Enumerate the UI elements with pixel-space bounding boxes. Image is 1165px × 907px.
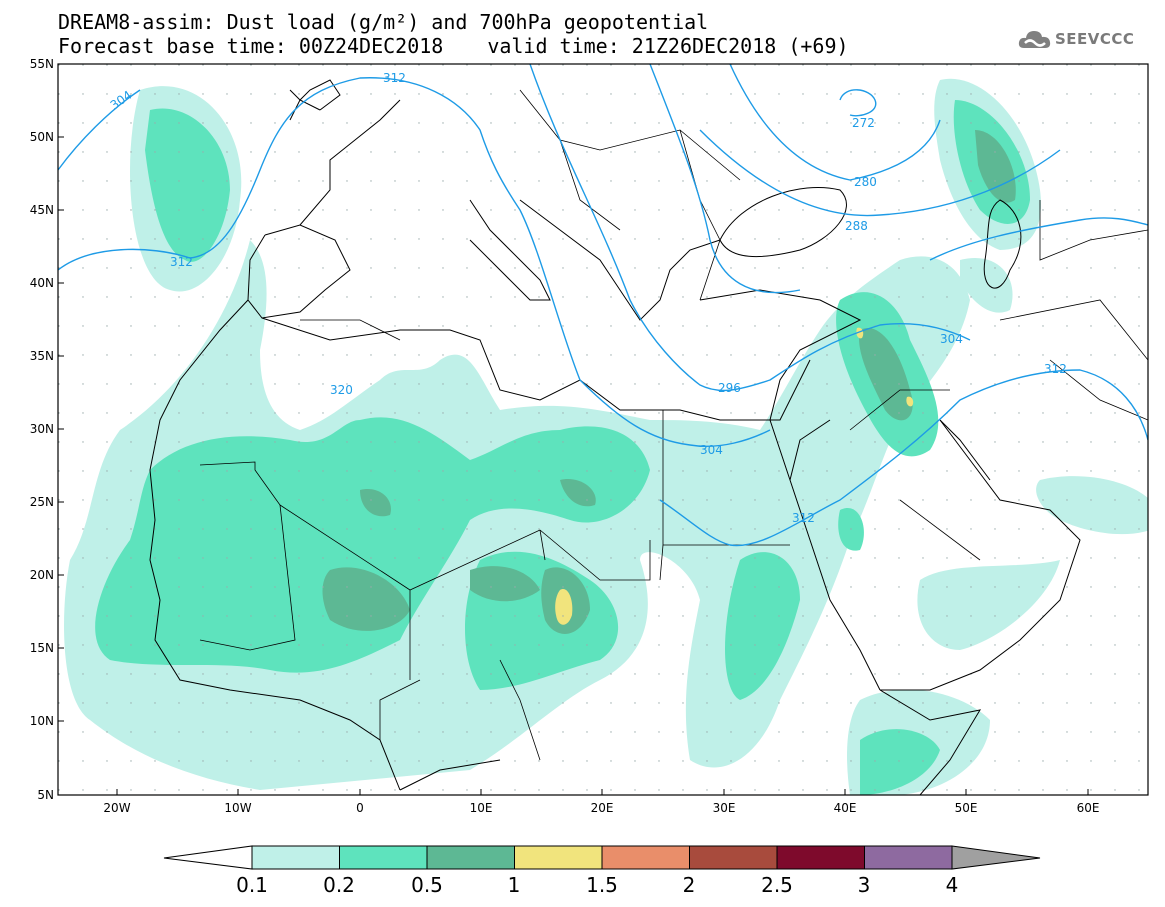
lat-label: 20N xyxy=(30,568,54,582)
map-title: DREAM8-assim: Dust load (g/m²) and 700hP… xyxy=(58,10,709,34)
lon-label: 10E xyxy=(470,801,493,815)
lat-label: 5N xyxy=(37,788,54,802)
contour-label-304-s: 304 xyxy=(700,443,723,457)
lat-labels: 55N 50N 45N 40N 35N 30N 25N 20N 15N 10N … xyxy=(30,57,54,802)
lat-label: 10N xyxy=(30,714,54,728)
contour-label-288: 288 xyxy=(845,219,868,233)
legend-tick: 2.5 xyxy=(761,873,793,897)
contour-label-296: 296 xyxy=(718,381,741,395)
lon-labels: 20W 10W 0 10E 20E 30E 40E 50E 60E xyxy=(103,801,1099,815)
legend-swatch xyxy=(601,845,690,870)
lon-label: 50E xyxy=(955,801,978,815)
legend-tick: 1.5 xyxy=(586,873,618,897)
legend-swatch xyxy=(339,845,428,870)
contour-label-272: 272 xyxy=(852,116,875,130)
legend-ticks: 0.1 0.2 0.5 1 1.5 2 2.5 3 4 xyxy=(236,873,958,897)
legend-swatch xyxy=(689,845,778,870)
lon-label: 40E xyxy=(834,801,857,815)
valid-time: valid time: 21Z26DEC2018 (+69) xyxy=(487,34,849,58)
lat-label: 35N xyxy=(30,349,54,363)
legend-swatch xyxy=(864,845,953,870)
grid-dots xyxy=(58,64,1148,795)
lon-label: 0 xyxy=(356,801,364,815)
lat-label: 40N xyxy=(30,276,54,290)
lat-label: 30N xyxy=(30,422,54,436)
lat-label: 50N xyxy=(30,130,54,144)
legend-swatch xyxy=(514,845,603,870)
lon-label: 20W xyxy=(103,801,130,815)
legend-tick: 0.2 xyxy=(323,873,355,897)
legend-tick: 4 xyxy=(946,873,959,897)
legend-swatch xyxy=(426,845,515,870)
contour-label-280: 280 xyxy=(854,175,877,189)
coastlines xyxy=(149,79,1081,795)
map-subtitle: Forecast base time: 00Z24DEC2018 valid ti… xyxy=(58,34,849,58)
legend-tick: 0.1 xyxy=(236,873,268,897)
legend-under-arrow xyxy=(163,845,253,870)
lon-label: 60E xyxy=(1077,801,1100,815)
legend-swatch xyxy=(776,845,865,870)
axis-ticks xyxy=(58,63,1089,795)
legend-over-arrow xyxy=(951,845,1041,870)
color-legend xyxy=(163,845,1041,870)
contour-label-320: 320 xyxy=(330,383,353,397)
lat-label: 25N xyxy=(30,495,54,509)
geopotential-contours xyxy=(58,64,1148,547)
lat-label: 15N xyxy=(30,641,54,655)
lat-label: 45N xyxy=(30,203,54,217)
legend-swatch xyxy=(251,845,340,870)
lon-label: 10W xyxy=(224,801,251,815)
contour-label-312-atl: 312 xyxy=(170,255,193,269)
contour-label-312-s: 312 xyxy=(792,511,815,525)
seevccc-logo: SEEVCCC xyxy=(1018,27,1134,51)
contour-label-312-n: 312 xyxy=(383,71,406,85)
contour-label-312-e: 312 xyxy=(1044,362,1067,376)
borders xyxy=(199,89,1148,761)
contour-label-304-e: 304 xyxy=(940,332,963,346)
lat-label: 55N xyxy=(30,57,54,71)
legend-tick: 1 xyxy=(508,873,521,897)
legend-tick: 2 xyxy=(683,873,696,897)
lon-label: 30E xyxy=(713,801,736,815)
legend-tick: 0.5 xyxy=(411,873,443,897)
lon-label: 20E xyxy=(591,801,614,815)
base-time: Forecast base time: 00Z24DEC2018 xyxy=(58,34,444,58)
map-area: 304 312 312 320 296 304 312 304 312 272 … xyxy=(58,64,1148,795)
legend-tick: 3 xyxy=(858,873,871,897)
logo-text: SEEVCCC xyxy=(1055,30,1135,48)
cloud-icon xyxy=(1018,31,1051,48)
